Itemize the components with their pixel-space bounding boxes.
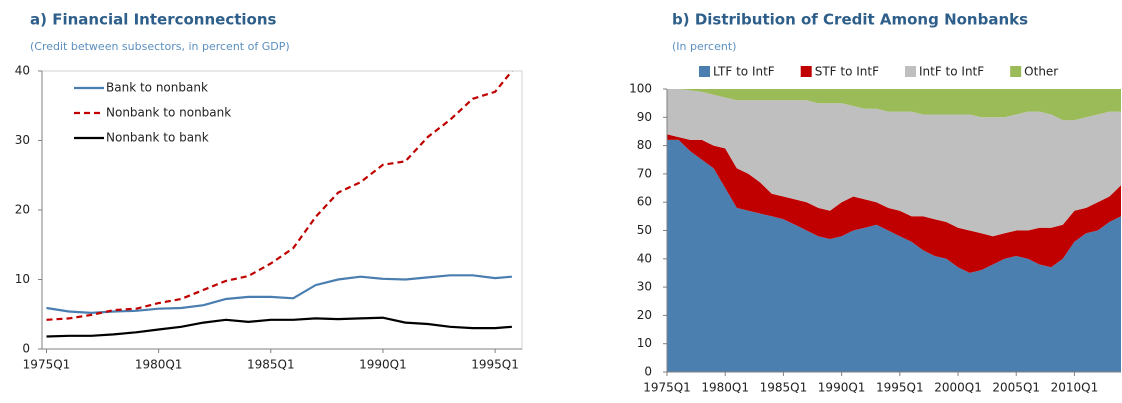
x-tick-label: 1980Q1 xyxy=(135,358,183,372)
y-tick-label: 10 xyxy=(15,272,30,286)
x-tick-label: 1985Q1 xyxy=(247,358,295,372)
y-tick-label: 0 xyxy=(22,342,30,356)
chart-subtitle: (Credit between subsectors, in percent o… xyxy=(30,40,290,53)
y-tick-label: 60 xyxy=(637,195,652,209)
x-tick-label: 1980Q1 xyxy=(701,381,749,395)
legend-label: Other xyxy=(1024,65,1058,79)
y-tick-label: 50 xyxy=(637,223,652,237)
legend-label: Nonbank to nonbank xyxy=(106,106,231,120)
legend-swatch xyxy=(1010,66,1022,77)
y-tick-label: 90 xyxy=(637,110,652,124)
x-tick-label: 1995Q1 xyxy=(471,358,519,372)
y-tick-label: 30 xyxy=(15,133,30,147)
x-tick-label: 1990Q1 xyxy=(359,358,407,372)
legend-swatch xyxy=(904,66,916,77)
x-tick-label: 1985Q1 xyxy=(760,381,808,395)
legend-swatch xyxy=(699,66,710,77)
legend-label: Nonbank to bank xyxy=(106,131,209,145)
legend-swatch xyxy=(800,66,812,77)
x-tick-label: 1975Q1 xyxy=(643,381,691,395)
series-line xyxy=(46,274,512,315)
y-tick-label: 30 xyxy=(637,280,652,294)
x-tick-label: 1975Q1 xyxy=(23,358,71,372)
x-tick-label: 2000Q1 xyxy=(934,381,982,395)
series-line xyxy=(46,70,513,321)
area-segment xyxy=(667,139,1121,372)
y-tick-label: 0 xyxy=(644,365,652,379)
chart-panel: b) Distribution of Credit Among Nonbanks… xyxy=(629,11,1121,395)
legend: Bank to nonbank Nonbank to nonbank Nonbank… xyxy=(74,81,231,145)
chart-panel: a) Financial Interconnections (Credit bet… xyxy=(15,11,523,372)
y-tick-label: 40 xyxy=(15,64,30,78)
y-tick-label: 20 xyxy=(637,308,652,322)
y-tick-label: 100 xyxy=(629,82,652,96)
legend-label: LTF to IntF xyxy=(713,65,775,79)
area-segment xyxy=(667,134,1121,273)
legend-label: IntF to IntF xyxy=(919,65,984,79)
y-tick-label: 70 xyxy=(637,166,652,180)
legend-label: STF to IntF xyxy=(815,65,879,79)
area-segment xyxy=(667,89,1121,237)
x-tick-label: 2005Q1 xyxy=(992,381,1040,395)
x-tick-label: 2010Q1 xyxy=(1051,381,1099,395)
y-tick-label: 40 xyxy=(637,251,652,265)
y-tick-label: 20 xyxy=(15,203,30,217)
y-tick-label: 10 xyxy=(637,336,652,350)
series-line xyxy=(46,316,512,338)
area-segment xyxy=(667,89,1121,121)
legend: LTF to IntF STF to IntF IntF to IntF Other xyxy=(699,65,1058,79)
chart-subtitle: (In percent) xyxy=(672,40,736,53)
x-tick-label: 1990Q1 xyxy=(818,381,866,395)
chart-title: a) Financial Interconnections xyxy=(30,11,277,29)
y-tick-label: 80 xyxy=(637,138,652,152)
x-tick-label: 1995Q1 xyxy=(876,381,924,395)
chart-title: b) Distribution of Credit Among Nonbanks xyxy=(672,11,1028,29)
legend-label: Bank to nonbank xyxy=(106,81,208,95)
